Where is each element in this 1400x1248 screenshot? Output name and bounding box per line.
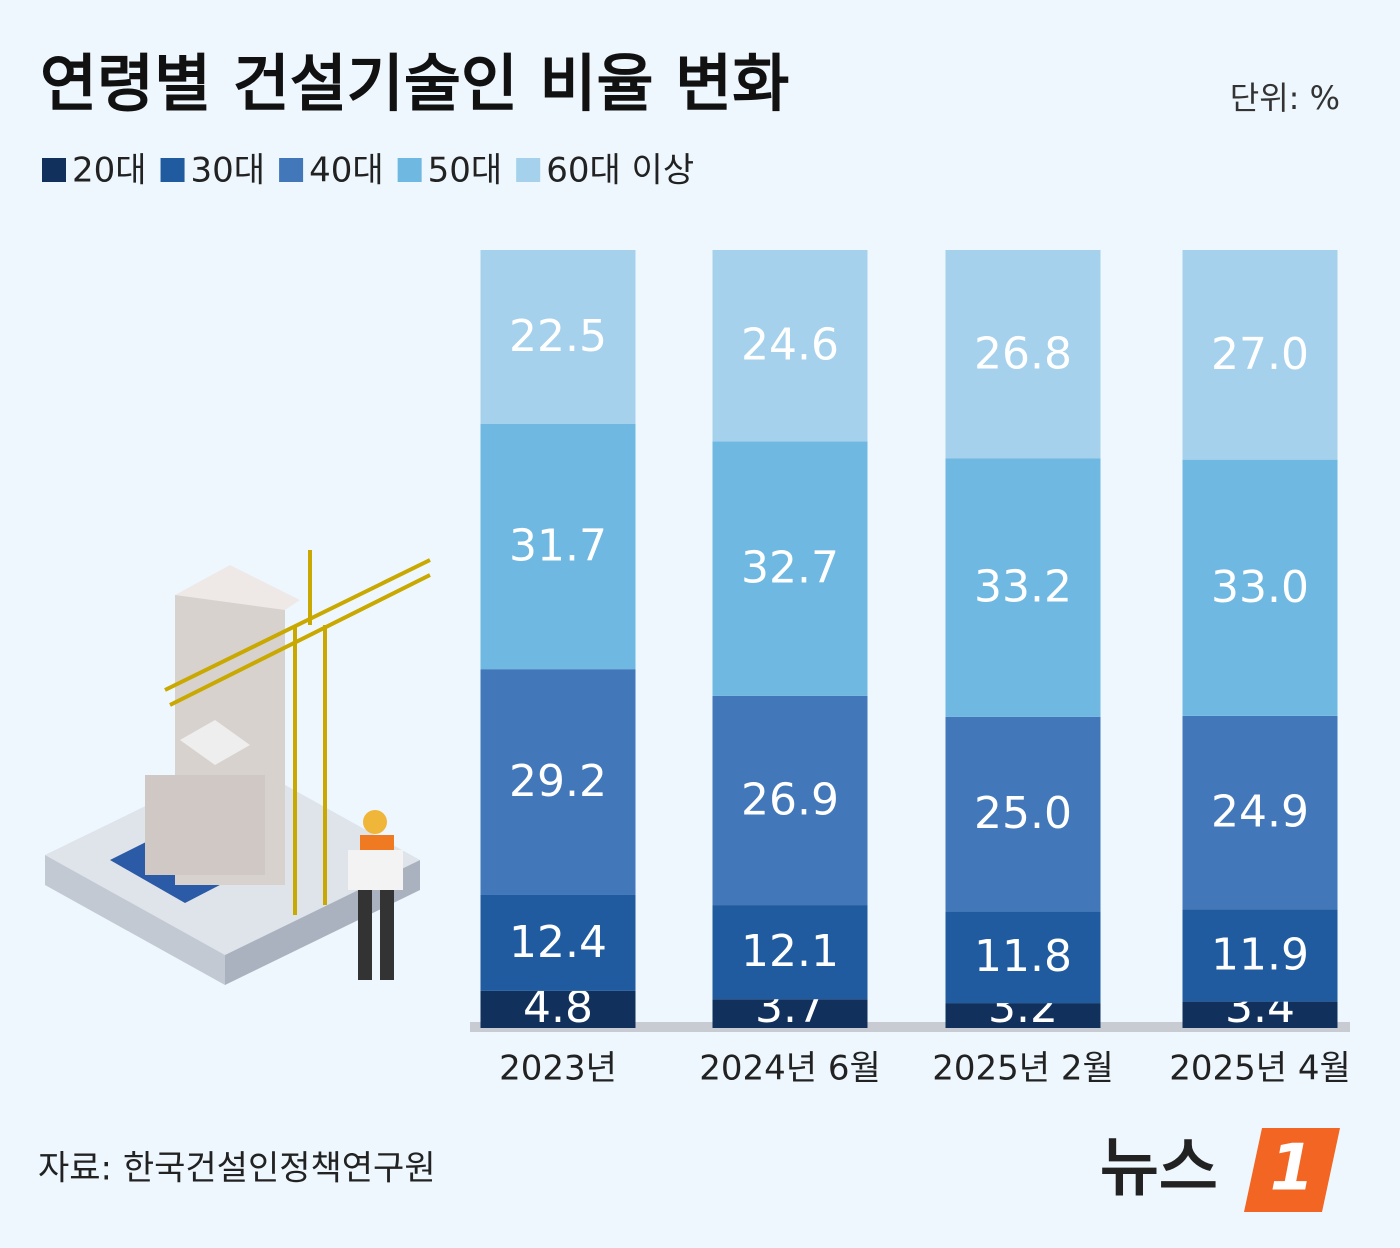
legend-label: 20대 [72,151,147,191]
x-tick-label: 2025년 4월 [1169,1049,1351,1089]
bar-segment [945,250,1101,459]
bar-segment [945,458,1101,717]
bar-segment [945,911,1101,1004]
value-label: 29.2 [509,756,607,807]
worker-leg [358,890,372,980]
legend-label: 30대 [191,151,266,191]
value-label: 12.4 [509,917,607,968]
building-top [175,565,300,610]
source-note: 자료: 한국건설인정책연구원 [38,1149,436,1189]
worker-leg [380,890,394,980]
value-label: 33.0 [1211,562,1309,613]
value-label: 32.7 [741,543,839,594]
logo: 뉴스 1 [1100,1128,1340,1212]
value-label: 26.8 [974,328,1072,379]
value-label: 27.0 [1211,329,1309,380]
value-label: 31.7 [509,521,607,572]
chart-title: 연령별 건설기술인 비율 변화 [40,47,789,120]
base-side [45,855,225,985]
crane-jib [164,558,431,692]
bar-segment [712,441,868,696]
legend-swatch [160,158,185,182]
unit-note: 단위: % [1230,79,1340,117]
value-label: 26.9 [741,774,839,825]
value-label: 25.0 [974,788,1072,839]
bar-segment [480,669,636,895]
legend-swatch [279,158,304,182]
bar-segment [480,424,636,670]
legend-label: 50대 [428,151,503,191]
logo-mark: 1 [1270,1132,1315,1206]
x-tick-label: 2025년 2월 [932,1049,1114,1089]
legend-swatch [42,158,66,182]
x-tick-label: 2023년 [499,1049,617,1089]
x-tick-label: 2024년 6월 [699,1049,881,1089]
legend-label: 60대 이상 [546,151,694,191]
bar-segment [945,716,1101,912]
crane-jib [169,573,431,707]
value-label: 33.2 [974,562,1072,613]
bar-segment [480,250,636,425]
bar-segment [712,695,868,906]
worker-plan [348,850,403,890]
floor-shadow [470,1022,1350,1032]
bar-segment [480,894,636,991]
load [180,720,250,765]
bar-segment [1182,459,1338,716]
illustration [45,550,431,985]
bar-segment [1182,909,1338,1002]
bar-segment [1182,250,1338,460]
value-label: 11.9 [1211,929,1309,980]
bar-segment [712,905,868,1000]
bar-segment [712,999,868,1028]
bar-segment [712,250,868,442]
value-label: 12.1 [741,926,839,977]
bar-segment [1182,715,1338,910]
legend-label: 40대 [309,151,384,191]
logo-badge [1244,1128,1340,1212]
value-label: 24.6 [741,320,839,371]
value-label: 24.9 [1211,787,1309,838]
legend-swatch [516,158,541,182]
bar-segment [945,1003,1101,1028]
legend-swatch [397,158,422,182]
value-label: 11.8 [974,931,1072,982]
logo-text: 뉴스 [1100,1132,1218,1206]
bar-segment [1182,1001,1338,1028]
worker-helmet [363,810,387,834]
bar-segment [480,990,636,1028]
building-low [145,775,265,875]
value-label: 22.5 [509,311,607,362]
